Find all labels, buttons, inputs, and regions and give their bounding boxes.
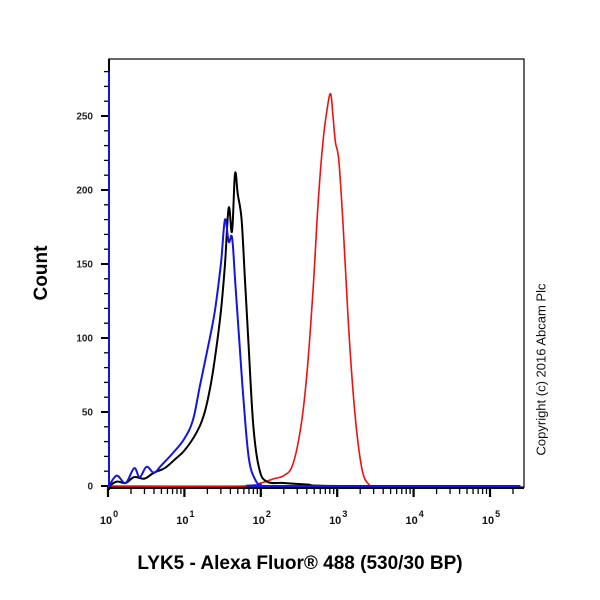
- y-axis-label: Count: [31, 245, 52, 301]
- series-blue-histogram: [107, 71, 521, 488]
- y-axis-tick-labels: 0 50 100 150 200 250: [76, 112, 93, 493]
- y-axis-ticks: [101, 70, 109, 487]
- y-tick-label: 0: [87, 482, 93, 493]
- x-axis-ticks: [106, 488, 514, 497]
- y-tick-label: 200: [76, 186, 93, 197]
- x-tick-label: 103: [329, 509, 347, 527]
- x-tick-label: 101: [176, 509, 194, 527]
- series-black-histogram: [107, 71, 521, 488]
- x-tick-label: 104: [405, 509, 423, 527]
- x-axis-tick-labels: 100 101 102 103 104 105: [100, 509, 500, 527]
- y-tick-label: 100: [76, 334, 93, 345]
- x-tick-label: 105: [482, 509, 500, 527]
- y-tick-label: 50: [82, 408, 94, 419]
- x-tick-label: 102: [253, 509, 271, 527]
- x-axis-label: LYK5 - Alexa Fluor® 488 (530/30 BP): [137, 553, 463, 574]
- y-tick-label: 250: [76, 112, 93, 123]
- x-tick-label: 100: [100, 509, 118, 527]
- copyright-annotation: Copyright (c) 2016 Abcam Plc: [533, 283, 549, 456]
- histogram-series: [107, 71, 521, 488]
- series-red-histogram: [108, 92, 521, 488]
- y-tick-label: 150: [76, 260, 93, 271]
- plot-frame: [108, 58, 525, 488]
